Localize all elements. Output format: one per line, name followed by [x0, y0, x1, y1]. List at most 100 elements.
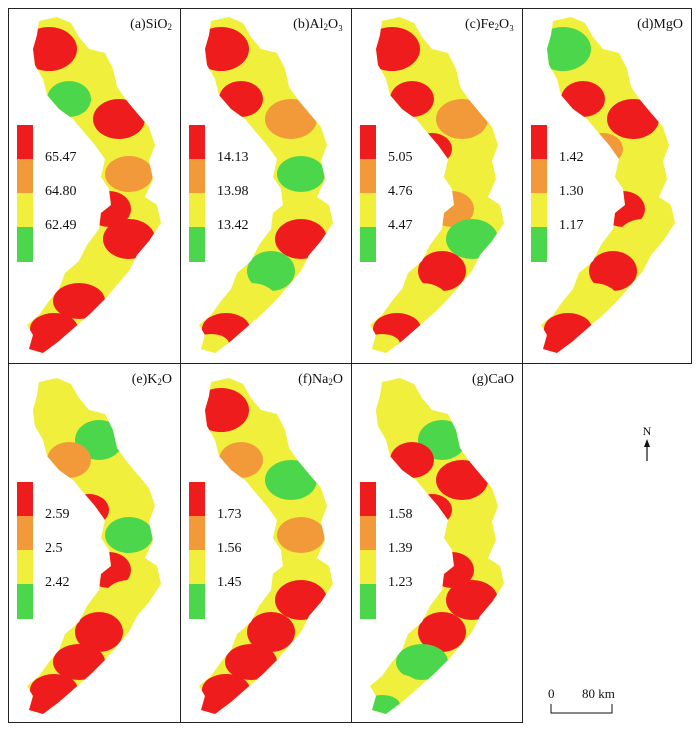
panel-title-d: (d)MgO: [637, 17, 683, 32]
zone-patch: [446, 219, 498, 259]
legend-value: 1.58: [388, 507, 413, 522]
zone-patch: [199, 695, 229, 714]
zone-patch: [103, 580, 155, 620]
zone-patch: [567, 283, 619, 319]
zone-patch: [225, 283, 277, 319]
zone-patch: [199, 388, 249, 432]
zone-patch: [277, 156, 325, 192]
legend-value: 14.13: [217, 150, 249, 165]
zone-patch: [27, 388, 77, 432]
legend-value: 2.59: [45, 507, 70, 522]
zone-patch: [47, 81, 91, 117]
zone-patch: [448, 156, 496, 192]
panel-title-f: (f)Na2O: [298, 372, 343, 387]
legend-swatch-high: [360, 125, 376, 160]
map-area-d: [541, 17, 675, 353]
zone-patch: [607, 99, 659, 139]
north-arrow: N: [640, 424, 654, 464]
panel-title-g: (g)CaO: [472, 372, 514, 387]
legend-value: 2.42: [45, 575, 70, 590]
zone-patch: [27, 695, 57, 714]
zone-patch: [225, 644, 277, 680]
zone-patch: [448, 517, 496, 553]
zone-patch: [619, 156, 667, 192]
map-panel-f: (f)Na2O 1.73 1.56 1.45: [180, 363, 352, 723]
legend-swatch-midhigh: [531, 159, 547, 194]
zone-patch: [370, 334, 400, 353]
zone-patch: [199, 334, 229, 353]
zone-patch: [199, 27, 249, 71]
north-arrow-icon: [644, 439, 650, 461]
scale-distance-label: 80 km: [582, 686, 615, 701]
legend-value: 13.98: [217, 184, 249, 199]
map-panel-c: (c)Fe2O₃ 5.05 4.76 4.47: [351, 8, 523, 364]
zone-patch: [436, 460, 488, 500]
legend-swatch-low: [189, 227, 205, 262]
zone-patch: [589, 251, 637, 291]
legend-swatch-low: [360, 227, 376, 262]
legend-value: 4.76: [388, 184, 413, 199]
legend-swatch-midhigh: [17, 516, 33, 551]
zone-patch: [446, 580, 498, 620]
legend-value: 1.23: [388, 575, 413, 590]
map-panel-d: (d)MgO 1.42 1.30 1.17: [522, 8, 692, 364]
zone-patch: [27, 334, 57, 353]
zone-patch: [219, 442, 263, 478]
legend-value: 65.47: [45, 150, 77, 165]
map-area-b: [199, 17, 333, 353]
legend-swatch-high: [17, 125, 33, 160]
legend-swatch-low: [360, 584, 376, 619]
zone-patch: [390, 442, 434, 478]
legend-value: 5.05: [388, 150, 413, 165]
map-area-c: [370, 17, 504, 353]
legend-value: 1.42: [559, 150, 584, 165]
scale-bar: 0 80 km: [546, 686, 666, 716]
zone-patch: [418, 612, 466, 652]
zone-patch: [75, 612, 123, 652]
north-label: N: [642, 424, 652, 438]
legend-swatch-low: [17, 584, 33, 619]
zone-patch: [396, 283, 448, 319]
zone-patch: [370, 695, 400, 714]
zone-patch: [390, 81, 434, 117]
zone-patch: [105, 517, 153, 553]
zone-patch: [93, 460, 145, 500]
zone-patch: [53, 644, 105, 680]
zone-patch: [541, 27, 591, 71]
zone-patch: [27, 27, 77, 71]
zone-patch: [265, 99, 317, 139]
zone-patch: [370, 27, 420, 71]
legend-value: 2.5: [45, 541, 63, 556]
legend-value: 4.47: [388, 218, 413, 233]
legend-value: 64.80: [45, 184, 77, 199]
zone-patch: [47, 442, 91, 478]
zone-patch: [436, 99, 488, 139]
panel-title-c: (c)Fe2O₃: [464, 17, 514, 32]
zone-patch: [241, 494, 281, 526]
legend-swatch-midlow: [17, 550, 33, 585]
legend-swatch-midlow: [17, 193, 33, 228]
panel-title-b: (b)Al2O₃: [293, 17, 343, 32]
legend-swatch-high: [189, 125, 205, 160]
zone-patch: [396, 644, 448, 680]
panel-title-e: (e)K2O: [131, 372, 172, 387]
legend-value: 62.49: [45, 218, 77, 233]
zone-patch: [75, 251, 123, 291]
legend-swatch-midlow: [189, 550, 205, 585]
zone-patch: [275, 580, 327, 620]
map-area-a: [27, 17, 161, 353]
zone-patch: [412, 133, 452, 165]
legend-swatch-midhigh: [360, 516, 376, 551]
map-area-e: [27, 378, 161, 714]
legend-swatch-midhigh: [360, 159, 376, 194]
legend-swatch-midlow: [360, 193, 376, 228]
legend-swatch-high: [17, 482, 33, 517]
zone-patch: [561, 81, 605, 117]
legend-swatch-midlow: [360, 550, 376, 585]
legend-swatch-midhigh: [189, 516, 205, 551]
map-panel-g: (g)CaO 1.58 1.39 1.23: [351, 363, 523, 723]
zone-patch: [541, 334, 571, 353]
legend-value: 13.42: [217, 218, 249, 233]
zone-patch: [412, 494, 452, 526]
legend-value: 1.56: [217, 541, 242, 556]
